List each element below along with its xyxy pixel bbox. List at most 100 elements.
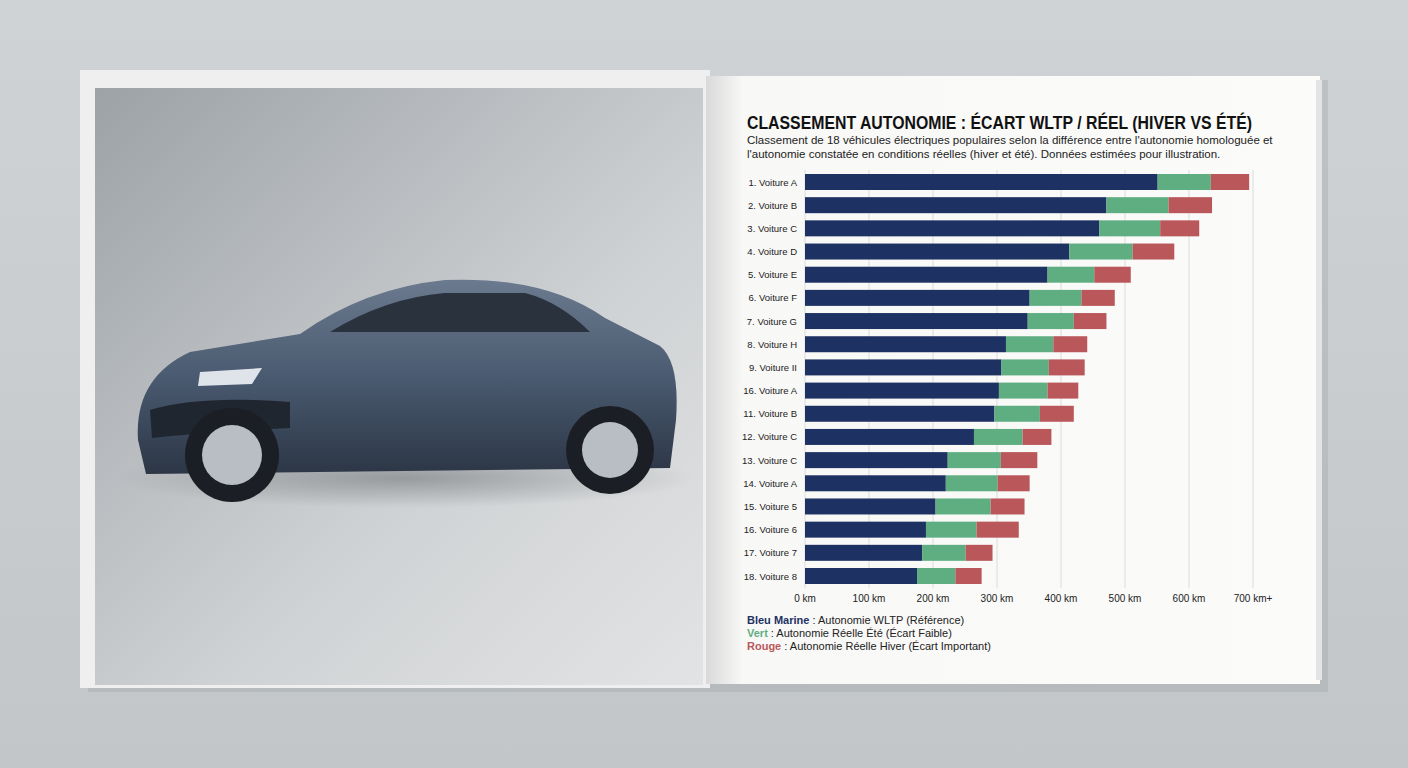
bar-segment: [805, 522, 926, 538]
chart-subtitle: Classement de 18 véhicules électriques p…: [747, 134, 1273, 160]
bar-segment: [1048, 267, 1095, 283]
photo: [95, 88, 703, 685]
category-label: 12. Voiture C: [742, 431, 797, 442]
bar-segment: [1169, 197, 1213, 213]
bar-segment: [1006, 336, 1053, 352]
car-rim: [582, 422, 638, 478]
subtitle-line: l'autonomie constatée en conditions réel…: [747, 148, 1220, 160]
category-label: 17. Voiture 7: [744, 547, 797, 558]
bar-segment: [805, 244, 1069, 260]
bar-segment: [998, 475, 1030, 491]
bar-segment: [999, 383, 1048, 399]
bar-segment: [805, 406, 994, 422]
tick-label: 200 km: [917, 593, 950, 604]
legend-key: Rouge: [747, 640, 781, 652]
scene: CLASSEMENT AUTONOMIE : ÉCART WLTP / RÉEL…: [0, 0, 1408, 768]
tick-label: 500 km: [1109, 593, 1142, 604]
grid: [805, 170, 1253, 588]
car-rim: [202, 425, 262, 485]
legend-key: Bleu Marine: [747, 614, 809, 626]
bar-segment: [977, 522, 1019, 538]
bar-segment: [917, 568, 955, 584]
bar-segment: [1106, 197, 1168, 213]
car-window: [330, 293, 590, 332]
bar-segment: [805, 475, 946, 491]
bar-segment: [1133, 244, 1175, 260]
bar-segment: [1158, 174, 1211, 190]
bar-segment: [946, 475, 998, 491]
chart-title: CLASSEMENT AUTONOMIE : ÉCART WLTP / RÉEL…: [747, 112, 1252, 133]
bar-segment: [805, 336, 1006, 352]
car-wheel: [566, 406, 654, 494]
left-page: [80, 70, 710, 688]
legend-text: : Autonomie Réelle Hiver (Écart Importan…: [781, 640, 991, 652]
chart: CLASSEMENT AUTONOMIE : ÉCART WLTP / RÉEL…: [742, 112, 1273, 652]
legend-key: Vert: [747, 627, 768, 639]
category-label: 3. Voiture C: [747, 223, 797, 234]
tick-label: 600 km: [1173, 593, 1206, 604]
bar-segment: [805, 383, 999, 399]
bar-segment: [1028, 313, 1074, 329]
category-label: 13. Voiture C: [742, 455, 797, 466]
bar-segment: [948, 452, 1001, 468]
bar-segment: [805, 568, 917, 584]
category-label: 15. Voiture 5: [744, 501, 797, 512]
grid-line: [1253, 170, 1254, 588]
bar-segment: [805, 197, 1106, 213]
bar-segment: [966, 545, 993, 561]
category-label: 9. Voiture II: [749, 362, 797, 373]
category-label: 16. Voiture A: [743, 385, 798, 396]
bar-segment: [1081, 290, 1114, 306]
bar-segment: [1099, 220, 1160, 236]
bar-segment: [922, 545, 966, 561]
page-edge: [1316, 80, 1322, 680]
bar-segment: [991, 498, 1025, 514]
bar-segment: [1211, 174, 1249, 190]
bar-segment: [805, 429, 974, 445]
bar-segment: [1040, 406, 1074, 422]
bar-segment: [1030, 290, 1082, 306]
bar-segment: [936, 498, 991, 514]
category-label: 4. Voiture D: [747, 246, 797, 257]
category-label: 8. Voiture H: [747, 339, 797, 350]
category-label: 18. Voiture 8: [744, 571, 797, 582]
bar-segment: [1160, 220, 1199, 236]
bar-segment: [805, 313, 1028, 329]
bar-segment: [926, 522, 977, 538]
bar-segment: [805, 359, 1001, 375]
bar-segment: [1049, 359, 1085, 375]
bar-segment: [805, 267, 1048, 283]
bar-segment: [805, 545, 922, 561]
right-page: [706, 76, 1320, 684]
bar-segment: [805, 498, 936, 514]
bar-segment: [1094, 267, 1130, 283]
legend-text: : Autonomie Réelle Été (Écart Faible): [768, 627, 952, 639]
category-label: 6. Voiture F: [748, 292, 797, 303]
bar-segment: [1001, 359, 1048, 375]
bar-segment: [805, 452, 948, 468]
bar-segment: [805, 220, 1099, 236]
car-headlight: [198, 368, 262, 386]
bars: [805, 174, 1249, 584]
category-label: 11. Voiture B: [743, 408, 797, 419]
tick-label: 700 km+: [1234, 593, 1273, 604]
category-label: 1. Voiture A: [748, 177, 797, 188]
legend-entry: Vert : Autonomie Réelle Été (Écart Faibl…: [747, 627, 952, 639]
car-wheel: [185, 408, 279, 502]
category-label: 14. Voiture A: [743, 478, 798, 489]
subtitle-line: Classement de 18 véhicules électriques p…: [747, 134, 1273, 146]
category-label: 7. Voiture G: [747, 316, 797, 327]
legend-entry: Rouge : Autonomie Réelle Hiver (Écart Im…: [747, 640, 991, 652]
bar-segment: [1069, 244, 1132, 260]
bar-segment: [955, 568, 981, 584]
bar-segment: [1074, 313, 1107, 329]
category-label: 16. Voiture 6: [744, 524, 797, 535]
bar-segment: [1048, 383, 1079, 399]
bar-segment: [1053, 336, 1087, 352]
bar-segment: [805, 174, 1158, 190]
bar-segment: [994, 406, 1039, 422]
category-label: 2. Voiture B: [748, 200, 797, 211]
tick-label: 100 km: [853, 593, 886, 604]
tick-label: 300 km: [981, 593, 1014, 604]
bar-segment: [1001, 452, 1037, 468]
